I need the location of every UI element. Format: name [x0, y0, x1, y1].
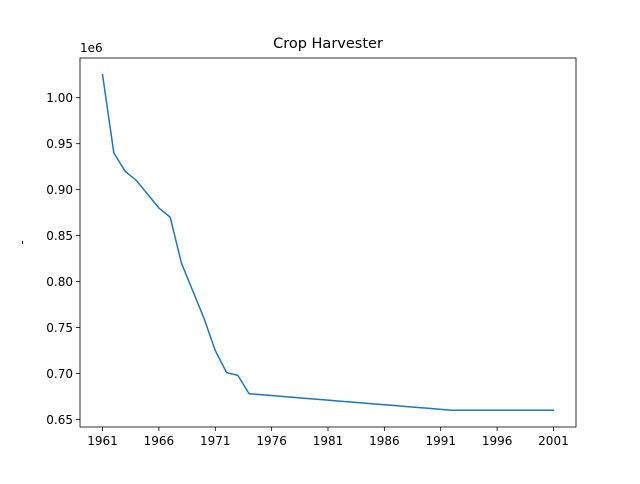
- y-tick-label: 0.90: [46, 183, 73, 197]
- data-point: [473, 409, 475, 411]
- x-tick-label: 1971: [200, 434, 231, 448]
- data-point: [113, 152, 115, 154]
- data-point: [485, 409, 487, 411]
- x-tick-label: 1976: [256, 434, 287, 448]
- data-point: [372, 403, 374, 405]
- data-point: [394, 404, 396, 406]
- x-tick-label: 1966: [144, 434, 175, 448]
- data-point: [507, 409, 509, 411]
- y-axis-offset-label: 1e6: [80, 41, 103, 55]
- data-point: [440, 408, 442, 410]
- data-point: [349, 401, 351, 403]
- data-point: [158, 207, 160, 209]
- data-point: [361, 402, 363, 404]
- data-point: [237, 374, 239, 376]
- y-tick-label: 0.70: [46, 367, 73, 381]
- data-point: [518, 409, 520, 411]
- data-point: [316, 398, 318, 400]
- data-point: [135, 179, 137, 181]
- x-tick-label: 1996: [482, 434, 513, 448]
- x-tick-label: 1961: [87, 434, 118, 448]
- x-axis-ticks: 1961 1966 1971 1976 1981 1986 1991 1996 2001: [87, 427, 569, 448]
- data-point: [282, 395, 284, 397]
- data-point: [417, 406, 419, 408]
- data-point: [248, 393, 250, 395]
- x-tick-label: 1981: [313, 434, 344, 448]
- data-point: [180, 262, 182, 264]
- data-point: [203, 317, 205, 319]
- series-line-0: [101, 73, 555, 412]
- data-point: [192, 290, 194, 292]
- y-tick-label: 0.85: [46, 229, 73, 243]
- data-point: [225, 371, 227, 373]
- y-tick-label: 0.95: [46, 137, 73, 151]
- data-point: [541, 409, 543, 411]
- y-tick-label: 1.00: [46, 91, 73, 105]
- data-point: [451, 409, 453, 411]
- data-point: [124, 170, 126, 172]
- y-axis-ticks: 0.65 0.70 0.75 0.80 0.85 0.90 0.95 1.00: [46, 91, 80, 427]
- data-point: [169, 216, 171, 218]
- data-point: [327, 399, 329, 401]
- x-tick-label: 2001: [538, 434, 569, 448]
- data-point: [530, 409, 532, 411]
- x-tick-label: 1986: [369, 434, 400, 448]
- data-point: [293, 396, 295, 398]
- data-point: [552, 409, 554, 411]
- series-layer: [101, 73, 555, 412]
- y-axis-label: -: [15, 240, 29, 244]
- x-tick-label: 1991: [425, 434, 456, 448]
- data-point: [214, 349, 216, 351]
- data-point: [270, 394, 272, 396]
- data-point: [462, 409, 464, 411]
- y-tick-label: 0.65: [46, 413, 73, 427]
- y-tick-label: 0.75: [46, 321, 73, 335]
- data-point: [146, 193, 148, 195]
- data-point: [259, 393, 261, 395]
- data-point: [338, 400, 340, 402]
- data-point: [101, 74, 103, 76]
- data-point: [496, 409, 498, 411]
- data-point: [406, 405, 408, 407]
- plot-area: [80, 58, 576, 427]
- chart-title: Crop Harvester: [273, 36, 383, 52]
- data-point: [428, 407, 430, 409]
- y-tick-label: 0.80: [46, 275, 73, 289]
- data-point: [383, 404, 385, 406]
- data-point: [304, 397, 306, 399]
